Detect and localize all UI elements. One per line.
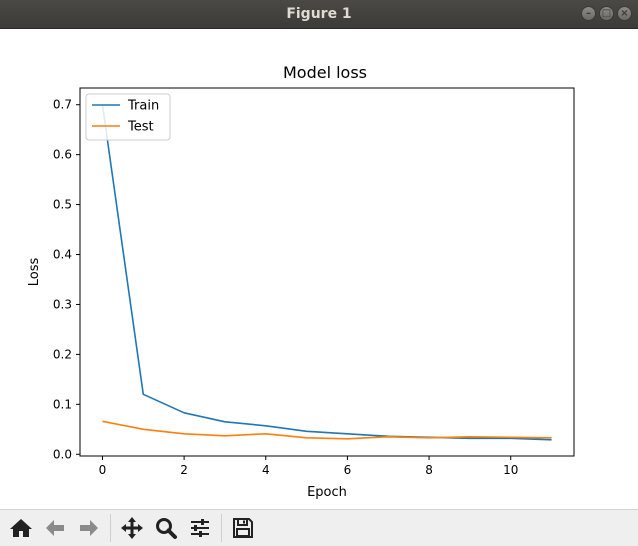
legend: Train Test — [85, 93, 171, 141]
pan-button[interactable] — [115, 513, 149, 543]
plot-area — [79, 87, 575, 457]
chart-title: Model loss — [283, 63, 367, 82]
window-title: Figure 1 — [286, 6, 352, 22]
series-line-train — [101, 104, 552, 441]
x-tick-label: 2 — [180, 463, 188, 477]
x-tick-label: 6 — [344, 463, 352, 477]
back-button[interactable] — [38, 513, 72, 543]
y-tick-label: 0.1 — [53, 397, 72, 411]
y-axis-ticks: 0.0 0.1 0.2 0.3 0.4 0.5 0.6 0.7 — [53, 98, 80, 461]
legend-entry: Train — [127, 99, 159, 114]
y-tick-label: 0.5 — [53, 198, 72, 212]
y-tick-label: 0.6 — [53, 148, 72, 162]
x-tick-label: 0 — [99, 463, 107, 477]
forward-arrow-icon — [80, 520, 98, 536]
save-button[interactable] — [226, 513, 260, 543]
x-tick-label: 4 — [262, 463, 270, 477]
zoom-magnifier-icon — [156, 518, 177, 539]
close-icon[interactable]: × — [617, 6, 632, 21]
series-line-test — [102, 420, 552, 440]
legend-entry: Test — [127, 120, 154, 135]
window-titlebar[interactable]: Figure 1 – □ × — [0, 0, 638, 29]
y-tick-label: 0.3 — [53, 297, 72, 311]
x-tick-label: 10 — [503, 463, 518, 477]
line-chart: Model loss 0 2 4 6 8 10 0.0 0.1 0.2 0.3 0.4 0.5 0.6… — [27, 63, 575, 500]
toolbar-separator — [110, 514, 111, 542]
home-icon — [10, 519, 32, 537]
home-button[interactable] — [4, 513, 38, 543]
minimize-icon[interactable]: – — [581, 6, 596, 21]
window-controls: – □ × — [581, 6, 632, 21]
configure-subplots-button[interactable] — [183, 513, 217, 543]
y-axis-label: Loss — [27, 258, 42, 287]
forward-button[interactable] — [72, 513, 106, 543]
zoom-button[interactable] — [149, 513, 183, 543]
y-tick-label: 0.0 — [53, 447, 72, 461]
y-tick-label: 0.2 — [53, 347, 72, 361]
save-floppy-icon — [233, 518, 253, 538]
toolbar-separator — [221, 514, 222, 542]
y-tick-label: 0.4 — [53, 248, 72, 262]
figure-canvas[interactable]: Model loss 0 2 4 6 8 10 0.0 0.1 0.2 0.3 0.4 0.5 0.6… — [0, 29, 638, 509]
x-tick-label: 8 — [425, 463, 433, 477]
back-arrow-icon — [46, 520, 64, 536]
series-lines — [101, 104, 552, 441]
configure-subplots-icon — [191, 519, 209, 537]
navigation-toolbar — [0, 509, 638, 546]
x-axis-label: Epoch — [307, 485, 347, 500]
maximize-icon[interactable]: □ — [599, 6, 614, 21]
y-tick-label: 0.7 — [53, 98, 72, 112]
pan-move-icon — [121, 517, 143, 539]
x-axis-ticks: 0 2 4 6 8 10 — [99, 456, 518, 477]
